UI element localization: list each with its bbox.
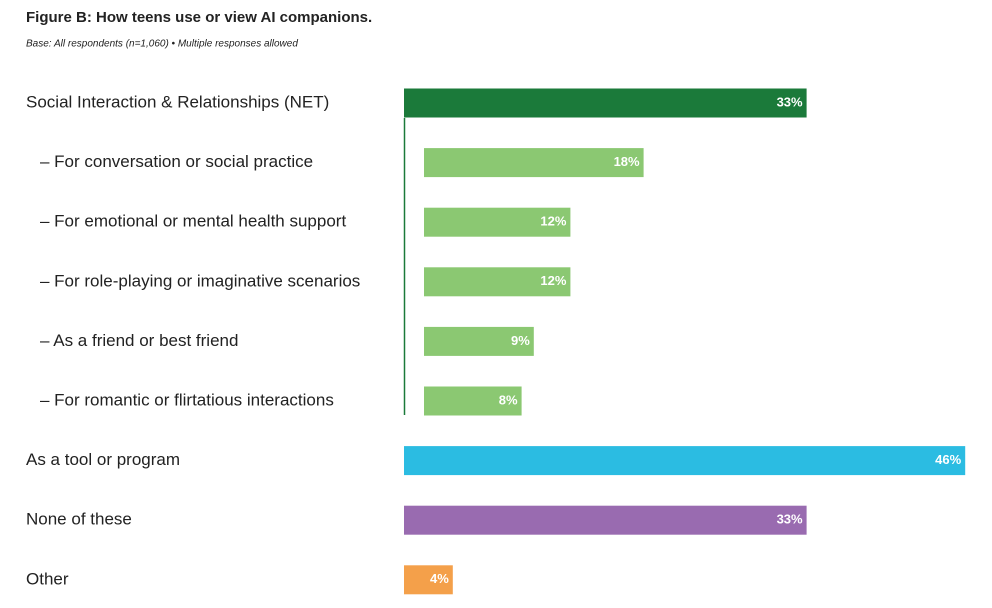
category-label: Other bbox=[26, 569, 69, 588]
value-label: 12% bbox=[540, 214, 566, 229]
bar bbox=[424, 267, 571, 297]
category-label: Social Interaction & Relationships (NET) bbox=[26, 92, 329, 111]
value-label: 33% bbox=[777, 94, 803, 109]
bar bbox=[404, 565, 453, 595]
category-label: – For role-playing or imaginative scenar… bbox=[40, 271, 360, 290]
bar bbox=[404, 505, 807, 535]
bar bbox=[424, 207, 571, 237]
value-label: 46% bbox=[935, 452, 961, 467]
bar bbox=[404, 446, 966, 476]
bar bbox=[424, 148, 644, 178]
category-label: As a tool or program bbox=[26, 450, 180, 469]
value-label: 8% bbox=[499, 392, 518, 407]
bar bbox=[424, 326, 534, 356]
value-label: 4% bbox=[430, 571, 449, 586]
chart-title: Figure B: How teens use or view AI compa… bbox=[26, 9, 372, 26]
category-label: – For romantic or flirtatious interactio… bbox=[40, 390, 334, 409]
value-label: 18% bbox=[614, 154, 640, 169]
chart-subtitle: Base: All respondents (n=1,060) • Multip… bbox=[26, 39, 298, 50]
category-label: – For conversation or social practice bbox=[40, 152, 313, 171]
bar bbox=[424, 386, 522, 416]
category-label: – As a friend or best friend bbox=[40, 331, 238, 350]
value-label: 12% bbox=[540, 273, 566, 288]
bar bbox=[404, 88, 807, 118]
value-label: 9% bbox=[511, 333, 530, 348]
value-label: 33% bbox=[777, 512, 803, 527]
category-label: None of these bbox=[26, 510, 132, 529]
category-label: – For emotional or mental health support bbox=[40, 212, 346, 231]
